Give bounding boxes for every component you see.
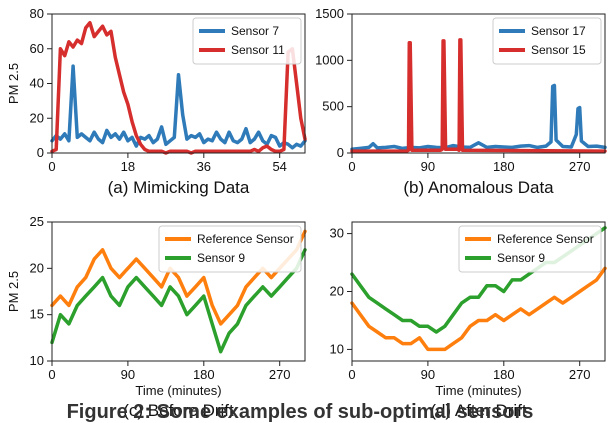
- y-tick-label: 1500: [315, 6, 344, 21]
- legend-entry: Sensor 15: [531, 43, 586, 57]
- series-line-sensor-11: [50, 20, 307, 155]
- panel-mimicking-data: 0 18 36 54 0 20 40 60 80 PM 2.5 (a) Mimicking Data…: [6, 6, 307, 197]
- x-tick-label: 90: [421, 367, 435, 382]
- series-line-reference-sensor: [350, 266, 607, 352]
- y-tick-label: 60: [30, 41, 44, 56]
- legend: Sensor 7 Sensor 11: [192, 17, 302, 65]
- x-tick-label: 270: [269, 367, 291, 382]
- legend-entry: Sensor 9: [497, 251, 545, 265]
- plot-frame: [51, 221, 306, 362]
- y-tick-label: 80: [30, 6, 44, 21]
- legend-box: [158, 225, 302, 273]
- x-tick-label: 90: [421, 159, 435, 174]
- legend-entry: Reference Sensor: [497, 232, 594, 246]
- legend: Reference Sensor Sensor 9: [158, 225, 302, 273]
- x-axis-label: Time (minutes): [435, 383, 521, 398]
- y-tick-label: 10: [30, 353, 44, 368]
- series-line-sensor-17: [350, 83, 607, 152]
- x-tick-label: 54: [272, 159, 286, 174]
- y-tick-label: 20: [30, 260, 44, 275]
- y-tick-label: 0: [337, 145, 344, 160]
- legend: Sensor 17 Sensor 15: [492, 17, 602, 65]
- x-tick-label: 180: [493, 159, 515, 174]
- legend-entry: Sensor 17: [531, 24, 586, 38]
- panel-after-drift: 0 90 180 270 10 20 30 Time (minutes) (d) After D…: [330, 221, 607, 420]
- series-line-sensor-9: [50, 248, 307, 354]
- x-tick-label: 0: [348, 367, 355, 382]
- x-tick-label: 270: [569, 367, 591, 382]
- panel-caption: (b) Anomalous Data: [403, 178, 554, 197]
- y-tick-label: 1000: [315, 52, 344, 67]
- x-tick-label: 180: [193, 367, 215, 382]
- x-tick-label: 90: [121, 367, 135, 382]
- panel-anomalous-data: 0 90 180 270 0 500 1000 1500 (b) Anomalous Data S…: [315, 6, 607, 197]
- panel-caption: (c) Before Drift: [123, 401, 234, 420]
- y-tick-label: 40: [30, 76, 44, 91]
- x-tick-label: 18: [121, 159, 135, 174]
- x-tick-label: 180: [493, 367, 515, 382]
- plot-frame: [351, 13, 606, 154]
- y-axis-label: PM 2.5: [6, 271, 21, 312]
- y-tick-label: 0: [37, 145, 44, 160]
- y-tick-label: 30: [330, 226, 344, 241]
- x-tick-label: 0: [48, 159, 55, 174]
- series-line-sensor-15: [350, 38, 607, 153]
- x-tick-label: 270: [569, 159, 591, 174]
- panel-caption: (a) Mimicking Data: [108, 178, 250, 197]
- y-tick-label: 20: [30, 110, 44, 125]
- y-tick-label: 15: [30, 307, 44, 322]
- legend-entry: Sensor 11: [231, 43, 285, 57]
- figure-caption: Figure 2: Some examples of sub-optimal s…: [67, 401, 534, 423]
- legend-entry: Sensor 7: [231, 24, 279, 38]
- y-tick-label: 25: [30, 214, 44, 229]
- panel-before-drift: 0 90 180 270 10 15 20 25 PM 2.5 Time (minutes) (c)…: [6, 214, 307, 420]
- x-tick-label: 36: [197, 159, 211, 174]
- panel-caption: (d) After Drift: [430, 401, 527, 420]
- y-tick-label: 10: [330, 341, 344, 356]
- legend-entry: Sensor 9: [197, 251, 245, 265]
- y-tick-label: 20: [330, 284, 344, 299]
- legend: Reference Sensor Sensor 9: [458, 225, 602, 273]
- series-line-sensor-7: [50, 64, 307, 150]
- x-tick-label: 0: [348, 159, 355, 174]
- legend-box: [458, 225, 602, 273]
- y-tick-label: 500: [322, 99, 344, 114]
- x-tick-label: 0: [48, 367, 55, 382]
- legend-entry: Reference Sensor: [197, 232, 294, 246]
- x-axis-label: Time (minutes): [135, 383, 221, 398]
- y-axis-label: PM 2.5: [6, 63, 21, 104]
